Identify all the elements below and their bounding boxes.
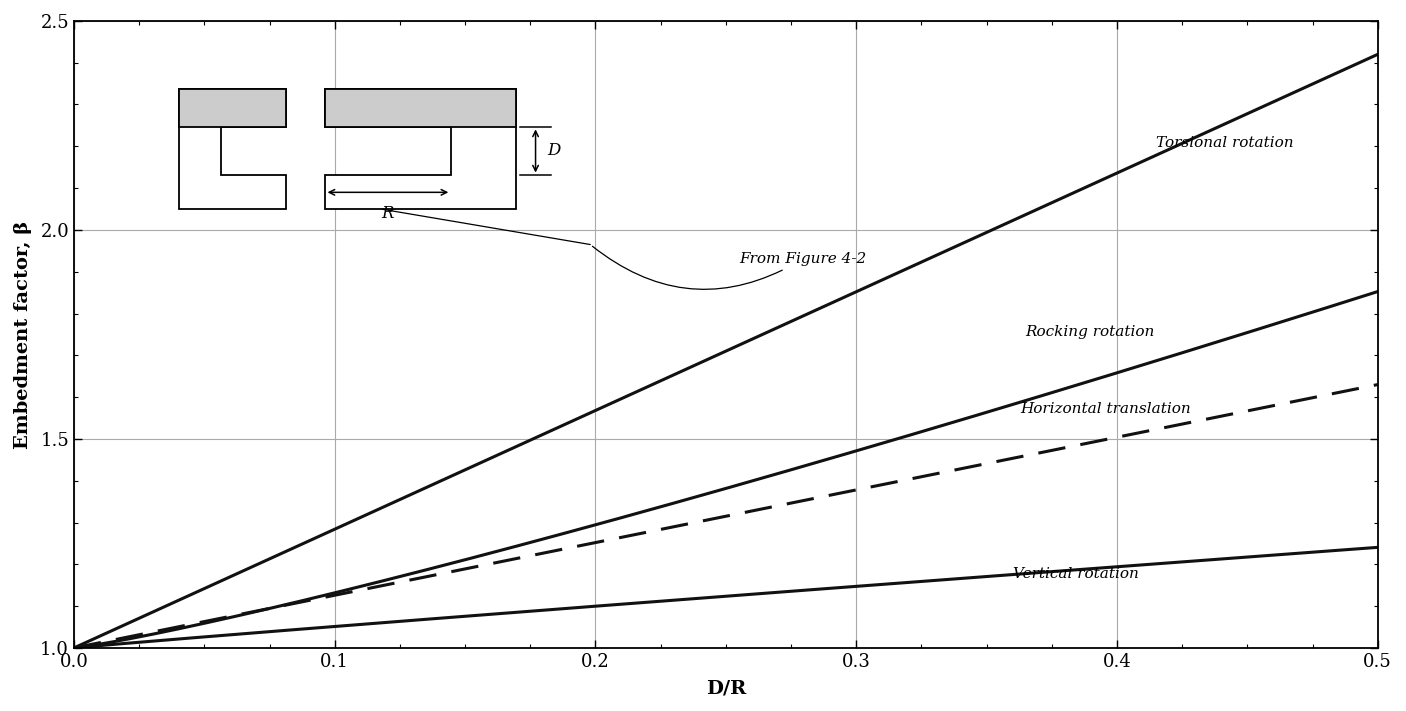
Polygon shape: [325, 89, 516, 127]
Polygon shape: [325, 89, 516, 209]
Text: Horizontal translation: Horizontal translation: [1021, 402, 1191, 416]
Text: D: D: [547, 142, 561, 159]
X-axis label: D/R: D/R: [706, 679, 747, 697]
Polygon shape: [179, 89, 287, 127]
Polygon shape: [179, 89, 287, 209]
Text: R: R: [381, 205, 394, 223]
Text: Vertical rotation: Vertical rotation: [1012, 567, 1139, 581]
Y-axis label: Embedment factor, β: Embedment factor, β: [14, 220, 32, 449]
Text: From Figure 4-2: From Figure 4-2: [592, 246, 866, 289]
Text: Rocking rotation: Rocking rotation: [1026, 325, 1156, 338]
Text: Torsional rotation: Torsional rotation: [1156, 137, 1294, 151]
